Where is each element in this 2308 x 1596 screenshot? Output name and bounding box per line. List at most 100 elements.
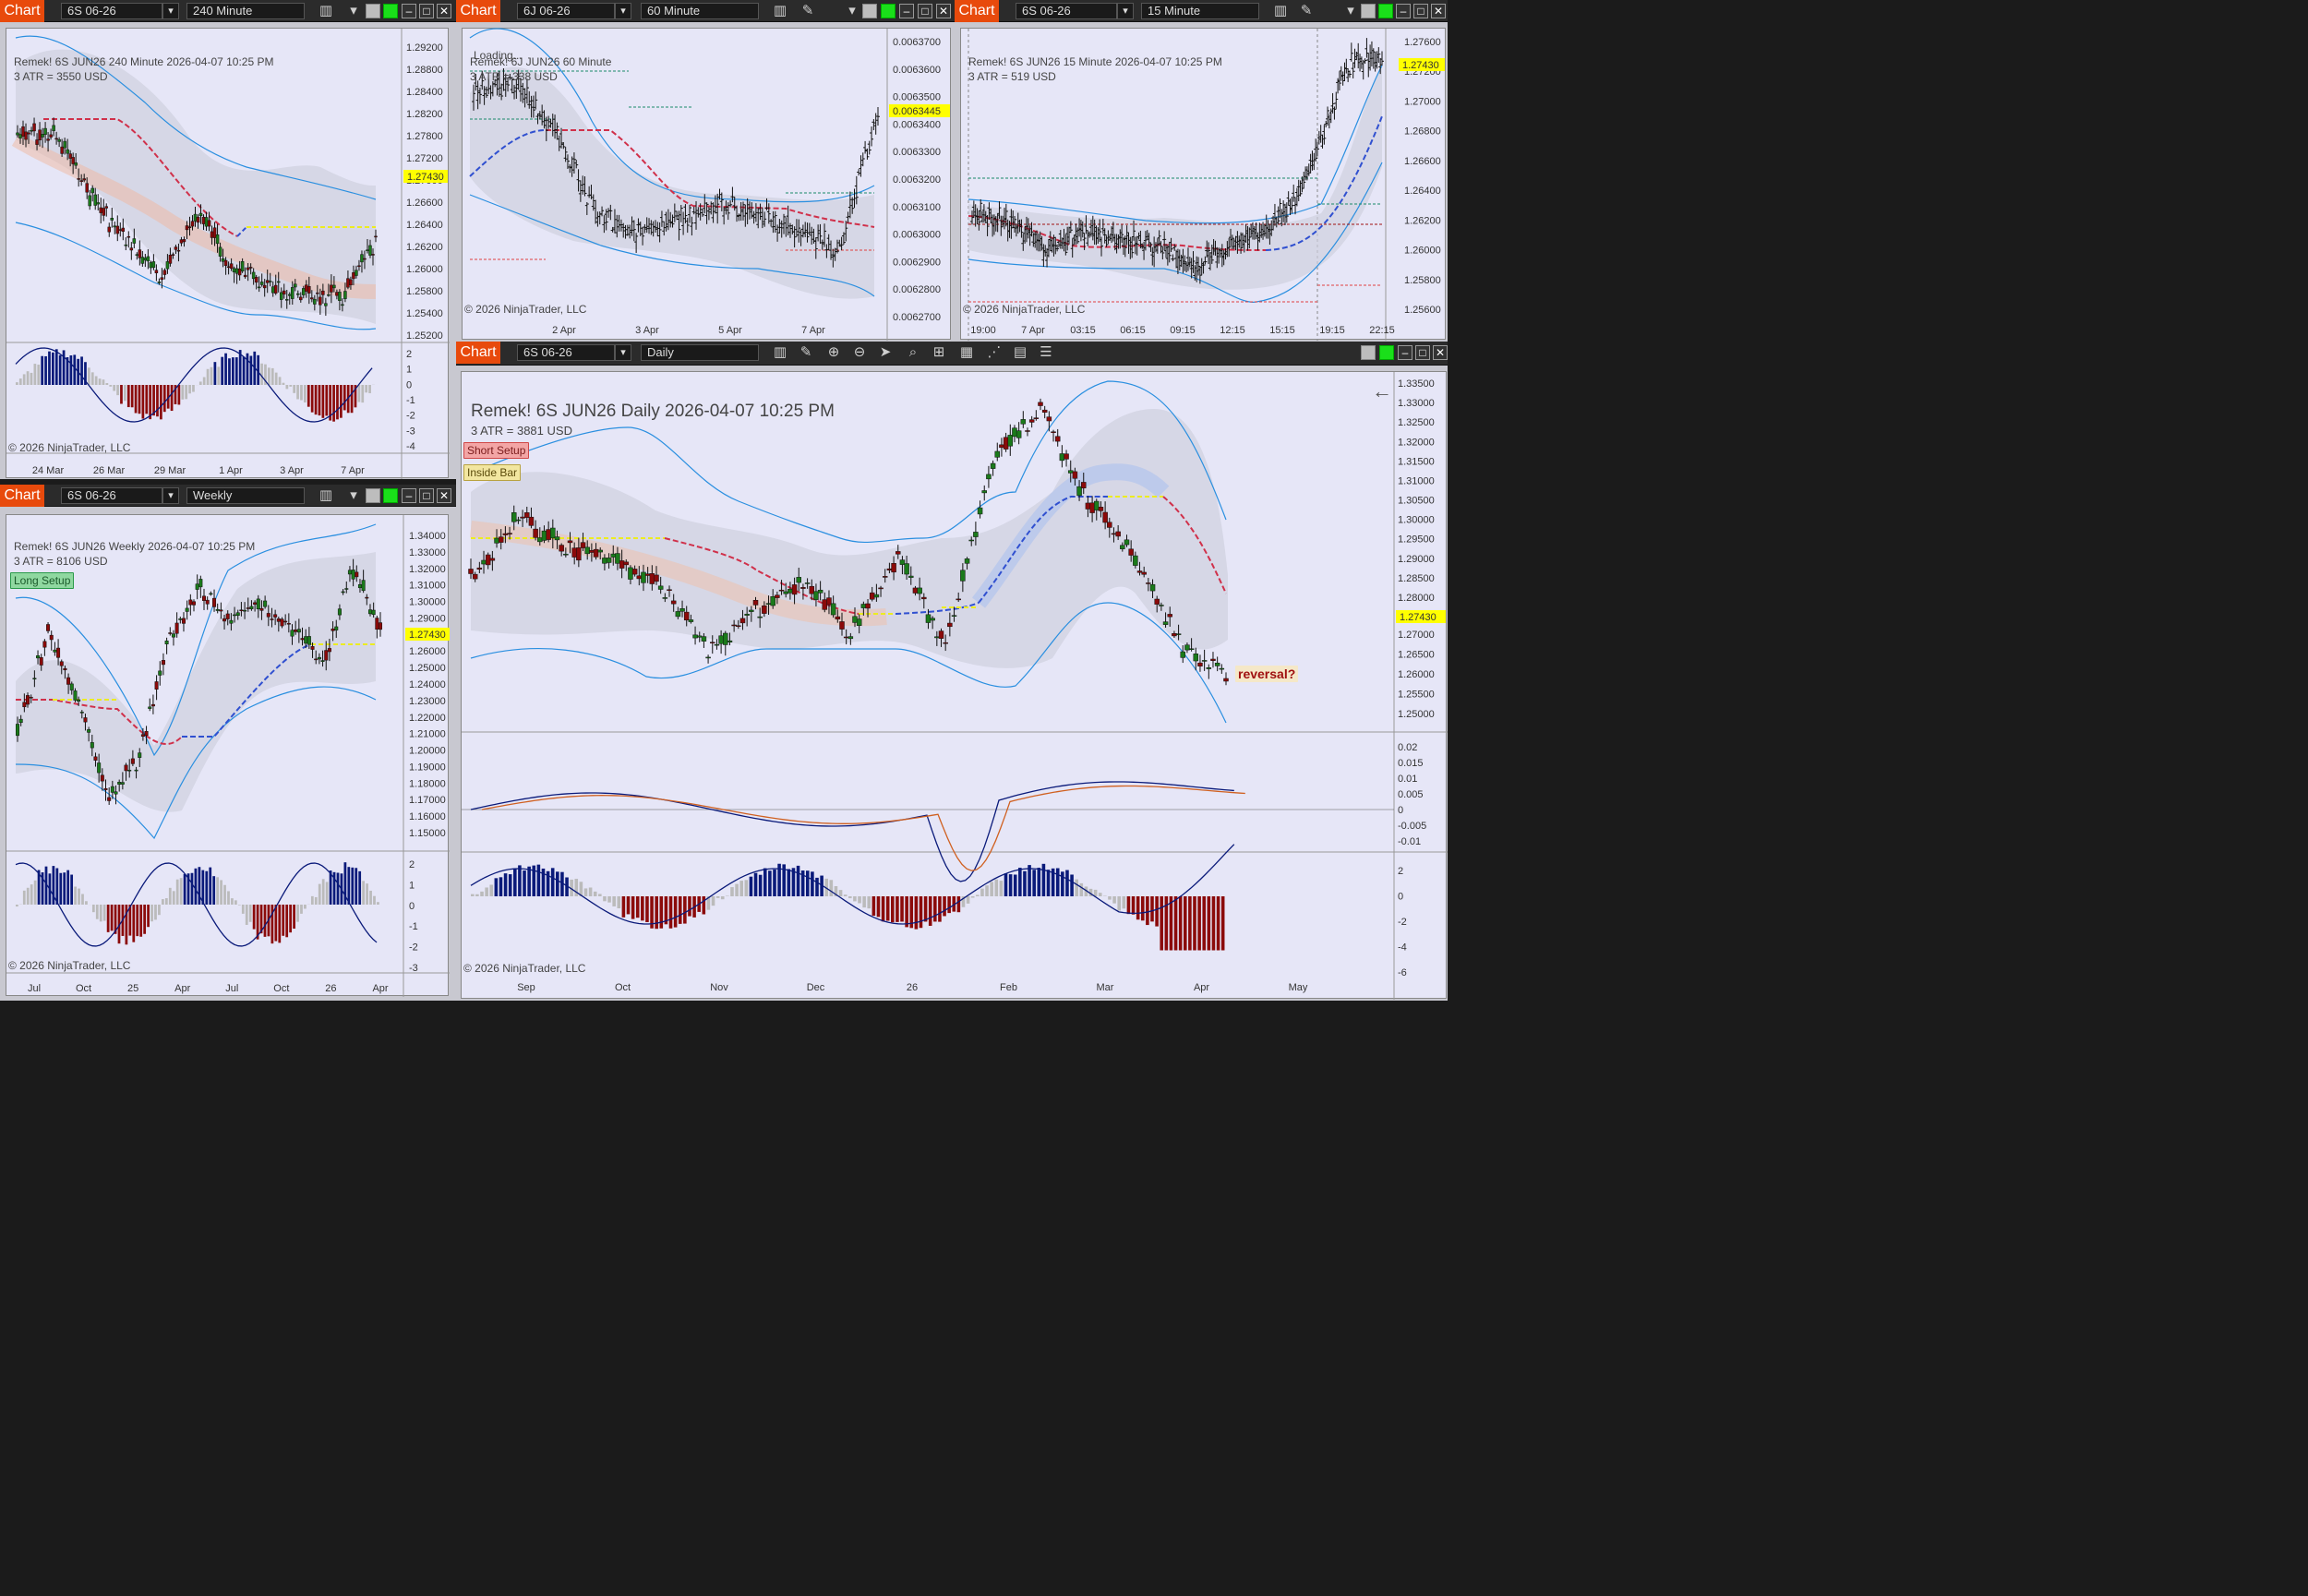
price-axis-label: 0.0062700 (893, 312, 941, 323)
minimize-icon[interactable]: – (402, 488, 416, 503)
link-green-button[interactable] (1378, 4, 1393, 18)
zoom-out-icon[interactable]: ⊖ (853, 344, 866, 360)
histogram-bar (293, 905, 295, 930)
price-axis-label: 1.23000 (409, 696, 446, 707)
candle (1201, 660, 1208, 662)
candle (87, 729, 91, 733)
drawing-tool-icon[interactable]: ✎ (801, 3, 814, 18)
candle (165, 261, 170, 270)
window-gray-button[interactable] (1361, 4, 1376, 18)
chart-menu-button[interactable]: Chart (955, 0, 999, 22)
histogram-bar (16, 905, 18, 907)
bar-style-icon[interactable]: ▥ (773, 3, 787, 18)
minimize-icon[interactable]: – (1398, 345, 1412, 360)
chart-menu-button[interactable]: Chart (456, 0, 500, 22)
strategies-icon[interactable]: ⋰ (987, 344, 1002, 360)
interval-selector[interactable]: 240 Minute (186, 3, 305, 19)
histogram-bar (796, 865, 800, 896)
bar-style-icon[interactable]: ▥ (319, 487, 333, 503)
minimize-icon[interactable]: – (1396, 4, 1411, 18)
instrument-selector[interactable]: 6S 06-26 (1016, 3, 1117, 19)
link-green-button[interactable] (1379, 345, 1394, 360)
price-axis-label: 1.27800 (406, 131, 443, 142)
link-green-button[interactable] (383, 4, 398, 18)
price-panel[interactable]: Loading... Remek! 6J JUN26 60 Minute 3 A… (462, 28, 951, 341)
chart-menu-button[interactable]: Chart (456, 342, 500, 364)
interval-selector[interactable]: Weekly (186, 487, 305, 504)
price-axis-label: 0.0063500 (893, 92, 941, 103)
link-green-button[interactable] (881, 4, 896, 18)
instrument-selector[interactable]: 6S 06-26 (61, 487, 162, 504)
window-gray-button[interactable] (1361, 345, 1376, 360)
window-gray-button[interactable] (366, 4, 380, 18)
candle (960, 570, 966, 582)
price-axis-label: 1.25400 (406, 308, 443, 319)
drawing-tool-icon[interactable]: ✎ (799, 344, 812, 360)
chevron-down-icon[interactable]: ▾ (848, 3, 856, 18)
chart-menu-button[interactable]: Chart (0, 485, 44, 507)
bar-style-icon[interactable]: ▥ (773, 344, 787, 360)
instrument-selector[interactable]: 6S 06-26 (517, 344, 615, 361)
maximize-icon[interactable]: □ (1415, 345, 1430, 360)
close-icon[interactable]: ✕ (936, 4, 951, 18)
properties-icon[interactable]: ⊞ (932, 344, 945, 360)
maximize-icon[interactable]: □ (419, 488, 434, 503)
interval-selector[interactable]: Daily (641, 344, 759, 361)
histogram-bar (914, 896, 919, 930)
candle (158, 670, 162, 676)
maximize-icon[interactable]: □ (1413, 4, 1428, 18)
histogram-bar (90, 372, 94, 385)
time-axis-label: Apr (1194, 982, 1209, 993)
close-icon[interactable]: ✕ (1433, 345, 1448, 360)
candle (554, 536, 560, 541)
histogram-bar (777, 863, 781, 896)
histogram-bar (885, 896, 890, 921)
cursor-icon[interactable]: ➤ (879, 344, 892, 360)
chevron-down-icon[interactable]: ▾ (1347, 3, 1354, 18)
list-icon[interactable]: ☰ (1040, 344, 1052, 360)
candle (800, 587, 806, 589)
chevron-down-icon[interactable]: ▾ (350, 487, 357, 503)
close-icon[interactable]: ✕ (1431, 4, 1446, 18)
data-box-icon[interactable]: ⌕ (908, 344, 918, 360)
bar-style-icon[interactable]: ▥ (319, 3, 333, 18)
histogram-bar (22, 374, 26, 385)
bar-style-icon[interactable]: ▥ (1273, 3, 1288, 18)
window-gray-button[interactable] (862, 4, 877, 18)
candle (270, 618, 274, 620)
histogram-bar (33, 364, 37, 385)
price-panel[interactable]: Remek! 6S JUN26 Weekly 2026-04-07 10:25 … (6, 514, 450, 997)
minimize-icon[interactable]: – (899, 4, 914, 18)
window-gray-button[interactable] (366, 488, 380, 503)
instrument-dropdown[interactable]: ▾ (162, 3, 179, 19)
instrument-dropdown[interactable]: ▾ (162, 487, 179, 504)
maximize-icon[interactable]: □ (918, 4, 932, 18)
instrument-selector[interactable]: 6J 06-26 (517, 3, 615, 19)
instrument-dropdown[interactable]: ▾ (615, 3, 631, 19)
indicators-icon[interactable]: ▦ (959, 344, 974, 360)
link-green-button[interactable] (383, 488, 398, 503)
candle (251, 271, 256, 280)
histogram-bar (120, 385, 123, 404)
close-icon[interactable]: ✕ (437, 488, 451, 503)
chevron-down-icon[interactable]: ▾ (350, 3, 357, 18)
minimize-icon[interactable]: – (402, 4, 416, 18)
osc-axis-label: -6 (1398, 967, 1407, 978)
instrument-selector[interactable]: 6S 06-26 (61, 3, 162, 19)
price-panel[interactable]: Remek! 6S JUN26 15 Minute 2026-04-07 10:… (960, 28, 1446, 341)
chart-menu-button[interactable]: Chart (0, 0, 44, 22)
maximize-icon[interactable]: □ (419, 4, 434, 18)
back-arrow-icon[interactable]: ← (1372, 379, 1392, 402)
zoom-in-icon[interactable]: ⊕ (827, 344, 840, 360)
drawing-tool-icon[interactable]: ✎ (1300, 3, 1313, 18)
instrument-dropdown[interactable]: ▾ (615, 344, 631, 361)
templates-icon[interactable]: ▤ (1013, 344, 1028, 360)
price-axis-label: 0.0062800 (893, 284, 941, 295)
instrument-dropdown[interactable]: ▾ (1117, 3, 1134, 19)
price-panel[interactable]: Remek! 6S JUN26 Daily 2026-04-07 10:25 P… (461, 371, 1448, 1000)
price-panel[interactable]: Remek! 6S JUN26 240 Minute 2026-04-07 10… (6, 28, 450, 479)
histogram-bar (209, 867, 212, 905)
close-icon[interactable]: ✕ (437, 4, 451, 18)
interval-selector[interactable]: 60 Minute (641, 3, 759, 19)
interval-selector[interactable]: 15 Minute (1141, 3, 1259, 19)
